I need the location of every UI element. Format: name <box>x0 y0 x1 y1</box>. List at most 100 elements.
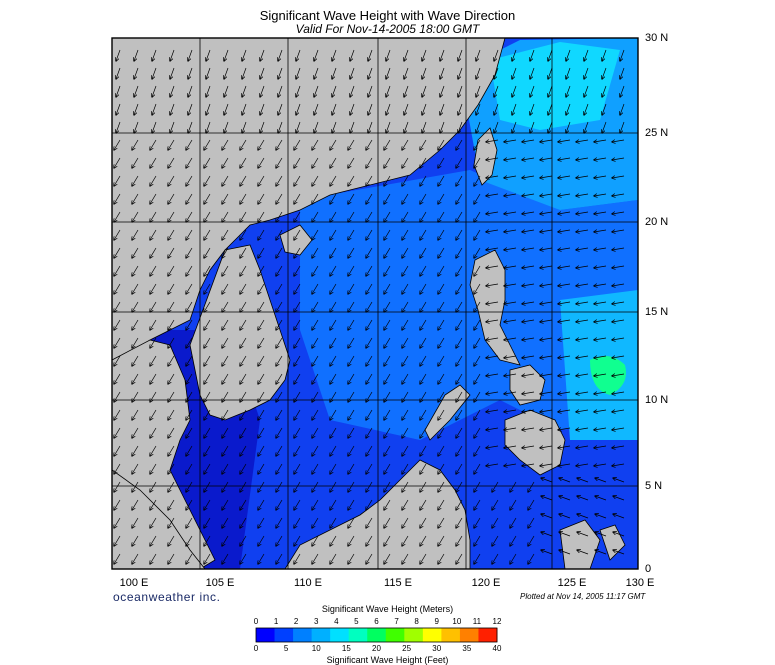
wave-arrow <box>204 139 211 150</box>
wave-arrow <box>620 103 625 115</box>
wave-arrow <box>602 49 607 61</box>
wave-arrow <box>258 499 265 510</box>
lat-label-25n: 25 N <box>645 127 669 139</box>
wave-arrow <box>576 320 589 322</box>
wave-arrow <box>258 193 265 204</box>
wave-arrow <box>294 535 301 546</box>
wave-arrow <box>276 211 283 222</box>
wave-arrow <box>312 373 319 384</box>
wave-arrow <box>312 517 319 528</box>
wave-arrow <box>276 445 283 456</box>
wave-arrow <box>276 283 283 294</box>
wave-arrow <box>504 428 517 430</box>
wave-arrow <box>330 517 337 528</box>
wave-arrow <box>576 230 589 232</box>
wave-arrow <box>404 85 409 97</box>
wave-arrow <box>494 103 499 115</box>
wave-arrow <box>584 103 589 115</box>
wave-arrow <box>204 409 211 420</box>
wave-arrow <box>456 283 463 294</box>
wave-arrow <box>150 409 157 420</box>
wave-arrow <box>540 284 553 286</box>
wave-arrow <box>458 85 463 97</box>
wave-arrow <box>438 427 445 438</box>
wave-arrow <box>522 320 535 322</box>
wave-arrow <box>492 499 499 510</box>
wave-arrow <box>368 49 373 61</box>
wave-arrow <box>612 392 625 394</box>
wave-arrow <box>594 464 607 466</box>
wave-arrow <box>512 103 517 115</box>
wave-arrow <box>384 427 391 438</box>
wave-arrow <box>522 392 535 394</box>
wave-arrow <box>384 391 391 402</box>
wave-direction-arrows <box>114 49 625 564</box>
wave-arrow <box>330 463 337 474</box>
wave-arrow <box>134 121 139 133</box>
wave-arrow <box>204 427 211 438</box>
wave-arrow <box>420 553 427 564</box>
wave-arrow <box>348 337 355 348</box>
colorbar-meter-tick: 1 <box>273 617 279 626</box>
wave-arrow <box>150 535 157 546</box>
wave-arrow <box>150 427 157 438</box>
map-title: Significant Wave Height with Wave Direct… <box>259 8 516 23</box>
wave-arrow <box>558 302 571 304</box>
wave-arrow <box>368 103 373 115</box>
wave-arrow <box>312 427 319 438</box>
wave-arrow <box>150 229 157 240</box>
wave-arrow <box>294 373 301 384</box>
wave-arrow <box>332 85 337 97</box>
wave-arrow <box>222 139 229 150</box>
wave-arrow <box>312 193 319 204</box>
wave-arrow <box>366 301 373 312</box>
wave-arrow <box>222 211 229 222</box>
wave-arrow <box>258 481 265 492</box>
wave-arrow <box>240 391 247 402</box>
wave-arrow <box>240 445 247 456</box>
wave-arrow <box>204 337 211 348</box>
wave-arrow <box>522 410 535 412</box>
colorbar-meter-tick: 8 <box>414 617 419 626</box>
wave-arrow <box>222 265 229 276</box>
wave-arrow <box>188 49 193 61</box>
wave-arrow <box>296 85 301 97</box>
wave-arrow <box>186 535 193 546</box>
wave-arrow <box>114 391 121 402</box>
wave-arrow <box>366 391 373 402</box>
wave-arrow <box>420 373 427 384</box>
wave-arrow <box>486 374 499 376</box>
wave-arrow <box>594 356 607 358</box>
wave-arrow <box>170 49 175 61</box>
wave-arrow <box>204 373 211 384</box>
wave-arrow <box>402 247 409 258</box>
wave-arrow <box>522 266 535 268</box>
wave-arrow <box>474 157 481 168</box>
wave-arrow <box>438 553 445 564</box>
colorbar-meter-tick: 2 <box>293 617 299 626</box>
wave-arrow <box>510 553 517 564</box>
wave-arrow <box>242 103 247 115</box>
wave-arrow <box>314 85 319 97</box>
wave-arrow <box>474 481 481 492</box>
wave-arrow <box>186 265 193 276</box>
wave-arrow <box>422 49 427 61</box>
wave-arrow <box>276 481 283 492</box>
wave-arrow <box>240 157 247 168</box>
wave-arrow <box>132 229 139 240</box>
wave-arrow <box>170 103 175 115</box>
wave-arrow <box>132 319 139 330</box>
wave-arrow <box>528 517 535 528</box>
wave-arrow <box>278 49 283 61</box>
wave-arrow <box>558 212 571 214</box>
wave-arrow <box>294 319 301 330</box>
wave-arrow <box>204 355 211 366</box>
wave-arrow <box>278 103 283 115</box>
wave-arrow <box>540 140 553 142</box>
wave-arrow <box>438 355 445 366</box>
wave-arrow <box>584 67 589 79</box>
wave-arrow <box>330 391 337 402</box>
wave-arrow <box>602 121 607 133</box>
colorbar-feet-tick: 40 <box>492 644 502 653</box>
wave-arrow <box>186 139 193 150</box>
